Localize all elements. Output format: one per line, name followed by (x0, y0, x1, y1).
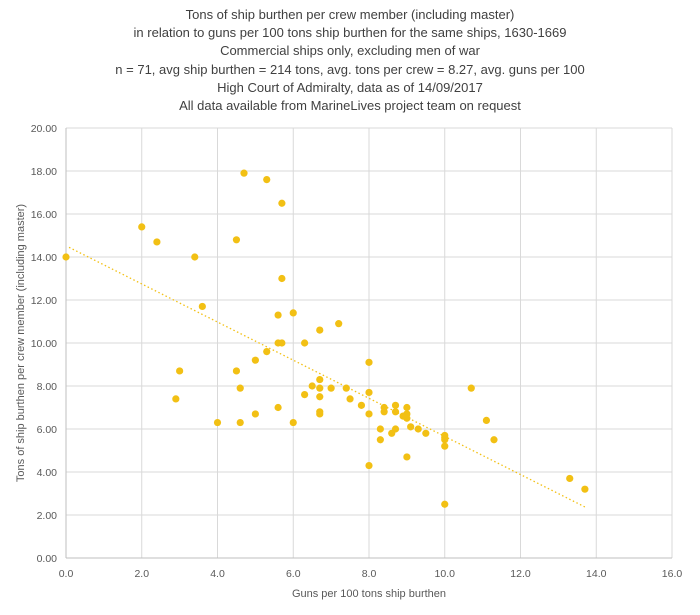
data-point (376, 425, 384, 433)
data-point (308, 382, 316, 390)
data-point (422, 429, 430, 437)
data-point (263, 176, 271, 184)
data-point (251, 410, 259, 418)
data-point (176, 367, 184, 375)
data-point (403, 453, 411, 461)
data-point (289, 418, 297, 427)
x-tick-label: 2.0 (134, 568, 149, 580)
data-point (566, 474, 574, 483)
data-point (380, 408, 388, 416)
data-point (251, 356, 259, 364)
y-tick-label: 2.00 (37, 510, 58, 522)
data-point (365, 461, 373, 470)
data-point (301, 339, 309, 347)
data-point (232, 236, 241, 244)
data-point (274, 403, 282, 412)
tick-labels: 0.002.004.006.008.0010.0012.0014.0016.00… (31, 123, 683, 580)
data-point (316, 410, 324, 418)
data-point (482, 416, 491, 424)
chart-subtitle-5: All data available from MarineLives proj… (179, 98, 521, 114)
y-tick-label: 12.00 (31, 295, 57, 307)
gridlines (65, 127, 673, 559)
chart-title: Tons of ship burthen per crew member (in… (185, 7, 515, 22)
data-point (335, 320, 343, 328)
data-point (581, 485, 589, 493)
x-tick-label: 12.0 (510, 568, 531, 580)
data-point (403, 414, 411, 422)
data-point (316, 393, 324, 401)
chart-title-block: Tons of ship burthen per crew member (in… (0, 6, 700, 115)
data-point (274, 311, 282, 319)
data-point (365, 358, 373, 366)
y-tick-label: 14.00 (31, 252, 57, 264)
data-point (391, 408, 400, 416)
data-point (278, 199, 286, 207)
data-point (236, 384, 244, 392)
chart-subtitle-4: High Court of Admiralty, data as of 14/0… (217, 79, 483, 95)
data-point (407, 423, 415, 431)
data-point (153, 238, 161, 246)
data-point (191, 253, 199, 261)
data-point (62, 253, 70, 261)
data-points (62, 169, 589, 508)
y-tick-label: 18.00 (31, 166, 57, 178)
chart-subtitle-2: Commercial ships only, excluding men of … (220, 43, 480, 59)
data-point (232, 367, 241, 375)
data-point (198, 302, 206, 311)
data-point (391, 401, 400, 409)
x-tick-label: 8.0 (362, 568, 377, 580)
data-point (376, 436, 384, 444)
x-tick-label: 16.0 (662, 568, 683, 580)
data-point (327, 384, 335, 392)
y-tick-label: 10.00 (31, 338, 57, 350)
data-point (365, 388, 373, 397)
y-tick-label: 16.00 (31, 209, 57, 221)
data-point (236, 418, 244, 427)
y-tick-label: 6.00 (37, 424, 58, 436)
y-tick-label: 8.00 (37, 381, 58, 393)
x-tick-label: 4.0 (210, 568, 225, 580)
data-point (490, 436, 498, 444)
y-tick-label: 4.00 (37, 467, 58, 479)
x-tick-label: 6.0 (286, 568, 301, 580)
x-tick-label: 14.0 (586, 568, 607, 580)
data-point (316, 326, 324, 334)
data-point (240, 169, 248, 177)
data-point (278, 339, 286, 347)
data-point (467, 384, 475, 392)
x-tick-label: 10.0 (435, 568, 456, 580)
data-point (365, 410, 373, 418)
trendline-line (68, 246, 588, 509)
data-point (316, 384, 324, 392)
data-point (403, 403, 411, 412)
x-axis-label: Guns per 100 tons ship burthen (292, 588, 446, 600)
data-point (441, 442, 449, 450)
data-point (289, 309, 297, 317)
data-point (342, 384, 350, 392)
y-tick-label: 20.00 (31, 123, 57, 135)
data-point (138, 223, 146, 231)
data-point (278, 274, 286, 283)
trendline (68, 246, 588, 509)
chart-subtitle-3: n = 71, avg ship burthen = 214 tons, avg… (115, 61, 585, 77)
y-tick-label: 0.00 (37, 553, 58, 565)
data-point (263, 348, 271, 356)
data-point (301, 391, 309, 399)
chart-subtitle-1: in relation to guns per 100 tons ship bu… (133, 25, 567, 41)
data-point (316, 375, 324, 384)
data-point (441, 500, 449, 508)
data-point (357, 401, 366, 409)
data-point (213, 418, 222, 427)
data-point (441, 436, 449, 444)
data-point (414, 425, 422, 433)
x-tick-label: 0.0 (59, 568, 74, 580)
y-axis-label: Tons of ship burthen per crew member (in… (15, 204, 27, 482)
data-point (391, 425, 400, 433)
data-point (346, 395, 354, 403)
data-point (172, 395, 180, 403)
